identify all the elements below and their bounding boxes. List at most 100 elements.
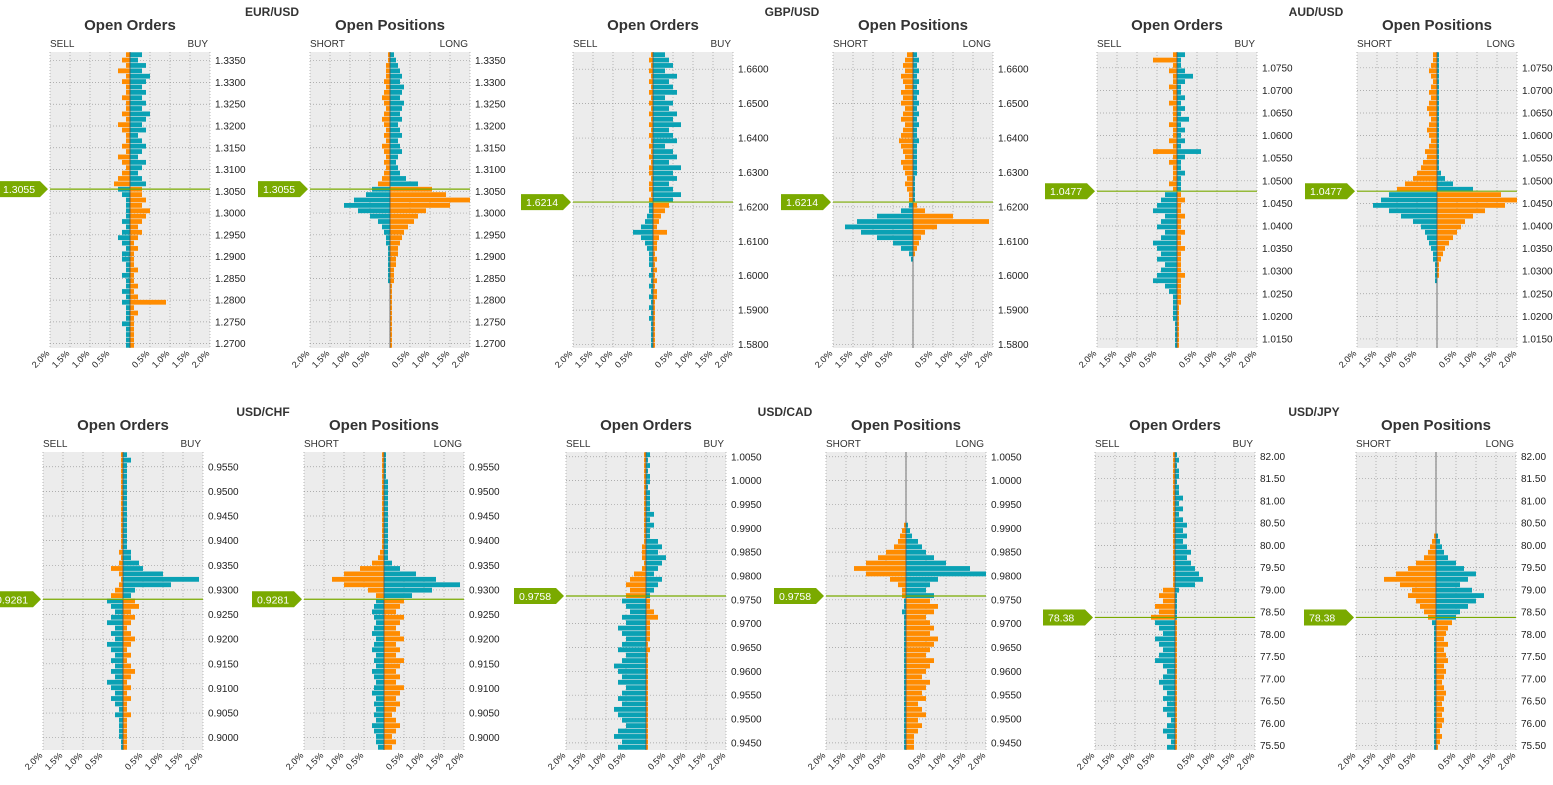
bar-sell	[1155, 636, 1175, 642]
percent-tick-label: 1.5%	[1217, 348, 1239, 370]
bar-buy	[1175, 463, 1177, 468]
bar-long	[390, 143, 400, 149]
price-tick-label: 80.50	[1521, 519, 1546, 530]
percent-tick-label: 0.5%	[873, 348, 895, 370]
current-price-marker	[0, 591, 41, 608]
bar-short	[378, 555, 384, 561]
bar-short	[354, 197, 390, 203]
bar-buy	[130, 305, 134, 311]
bar-buy	[653, 289, 657, 294]
bar-long	[384, 484, 388, 490]
bar-short	[1434, 641, 1436, 647]
bar-sell	[126, 133, 130, 138]
bar-buy	[1175, 560, 1191, 566]
bar-long	[913, 219, 989, 224]
bar-sell	[121, 522, 123, 528]
percent-tick-label: 1.5%	[566, 750, 588, 772]
bar-short	[344, 202, 390, 208]
percent-tick-label: 2.0%	[290, 348, 312, 370]
bar-long	[913, 229, 925, 235]
percent-tick-label: 2.0%	[284, 750, 306, 772]
bar-buy	[653, 176, 677, 181]
bar-buy	[646, 479, 650, 485]
bar-buy	[123, 658, 127, 664]
bar-short	[1433, 52, 1437, 58]
price-tick-label: 0.9450	[469, 512, 500, 523]
bar-sell	[1173, 106, 1177, 111]
bar-sell	[1173, 63, 1177, 68]
left-side-label: SHORT	[1356, 439, 1391, 450]
bar-buy	[1177, 79, 1185, 84]
bar-short	[905, 170, 913, 176]
bar-sell	[642, 566, 646, 571]
bar-short	[904, 604, 906, 609]
bar-buy	[646, 463, 650, 468]
bar-short	[384, 170, 390, 176]
bar-buy	[646, 604, 650, 609]
bar-buy	[1177, 246, 1185, 251]
bar-long	[1436, 739, 1440, 745]
bar-buy	[1177, 229, 1185, 235]
bar-long	[1437, 192, 1501, 198]
bar-sell	[1173, 566, 1175, 571]
bar-buy	[123, 528, 127, 533]
bar-buy	[130, 138, 142, 144]
price-tick-label: 1.0650	[1262, 109, 1293, 120]
percent-tick-label: 1.5%	[170, 348, 192, 370]
bar-buy	[1177, 73, 1193, 79]
bar-buy	[653, 127, 669, 133]
bar-long	[913, 202, 917, 208]
bar-long	[1436, 555, 1448, 561]
bar-short	[332, 576, 384, 582]
bar-long	[390, 235, 402, 241]
bar-buy	[646, 544, 662, 550]
currency-pair-title: EUR/USD	[245, 5, 299, 19]
bar-short	[904, 614, 906, 620]
bar-buy	[1175, 544, 1187, 550]
bar-short	[372, 669, 384, 674]
bar-short	[861, 229, 913, 235]
bar-sell	[649, 122, 653, 128]
bar-short	[1389, 192, 1437, 198]
bar-sell	[649, 208, 653, 214]
bar-buy	[646, 679, 648, 685]
bar-buy	[130, 197, 146, 203]
bar-short	[372, 609, 384, 615]
bar-long	[384, 663, 400, 669]
bar-buy	[130, 251, 134, 257]
bar-long	[906, 717, 918, 723]
bar-buy	[1175, 625, 1177, 631]
bar-sell	[122, 299, 130, 305]
bar-long	[1437, 170, 1441, 176]
bar-sell	[121, 533, 123, 539]
bar-long	[906, 522, 908, 528]
bar-sell	[649, 111, 653, 117]
price-tick-label: 79.50	[1521, 563, 1546, 574]
bar-long	[384, 636, 404, 642]
bar-sell	[626, 723, 646, 729]
bar-short	[890, 576, 906, 582]
bar-buy	[1175, 631, 1177, 636]
bar-buy	[1175, 636, 1177, 642]
bar-buy	[130, 127, 146, 133]
bar-sell	[1171, 717, 1175, 723]
bar-buy	[1177, 106, 1185, 111]
bar-long	[906, 739, 914, 745]
bar-short	[1427, 154, 1437, 160]
bar-buy	[653, 170, 673, 176]
bar-long	[1436, 582, 1460, 588]
bar-short	[907, 176, 913, 181]
price-tick-label: 0.9450	[991, 738, 1022, 749]
price-tick-label: 1.6100	[998, 237, 1029, 248]
bar-buy	[130, 272, 134, 278]
bar-sell	[1165, 213, 1177, 219]
bar-short	[903, 149, 913, 154]
bar-short	[378, 181, 390, 187]
price-tick-label: 0.9550	[991, 691, 1022, 702]
bar-short	[904, 690, 906, 696]
bar-sell	[121, 576, 123, 582]
current-price-marker	[1304, 609, 1354, 626]
bar-short	[1434, 663, 1436, 669]
price-tick-label: 1.0150	[1262, 334, 1293, 345]
